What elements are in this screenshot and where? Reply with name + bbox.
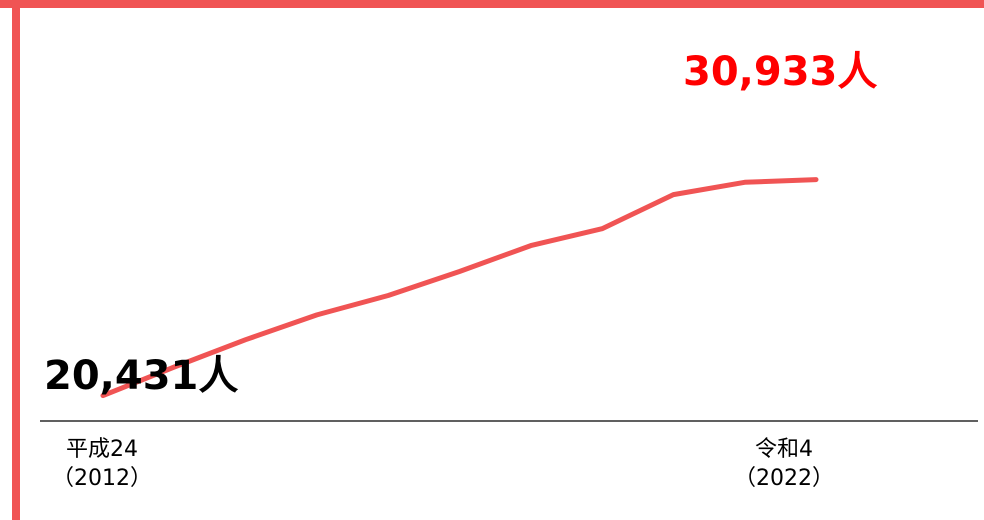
x-tick-label-end: 令和4 （2022） [734, 436, 834, 493]
x-tick-label-start: 平成24 （2012） [52, 436, 152, 493]
series-group [100, 177, 819, 399]
start-value-label: 20,431人 [44, 353, 239, 399]
x-tick-start-era: 平成24 [66, 437, 138, 462]
x-tick-end-era: 令和4 [755, 437, 813, 462]
frame-left-border [12, 0, 20, 520]
frame-top-border [0, 0, 984, 8]
x-tick-start-year: （2012） [52, 465, 152, 491]
end-value-label: 30,933人 [683, 49, 878, 95]
x-tick-end-year: （2022） [734, 465, 834, 491]
